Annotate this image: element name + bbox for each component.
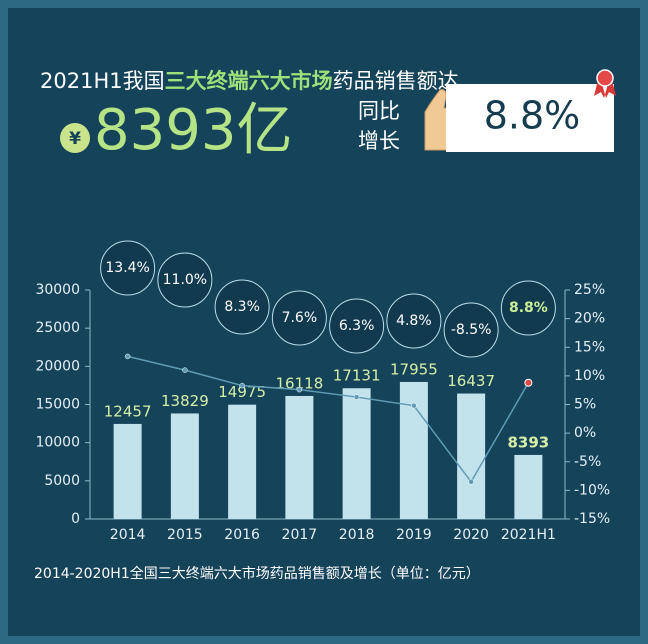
x-tick-label: 2018 [339,527,375,543]
bar-value-label: 17955 [390,360,438,378]
bar [342,388,371,519]
growth-label: 11.0% [163,272,207,288]
growth-point [239,382,245,389]
bar [113,423,142,519]
currency-icon [60,123,90,153]
y2-tick-label: 10% [574,368,605,384]
x-tick-label: 2015 [167,527,203,543]
bar-value-label: 13829 [161,392,209,410]
growth-label: 8.3% [224,299,260,315]
growth-label: 4.8% [396,313,432,329]
bar [514,454,543,519]
growth-bubble [157,252,213,308]
ribbon-badge [596,69,614,87]
bar-value-label: 14975 [218,383,266,401]
bar [228,404,257,519]
growth-point [353,394,360,400]
bar-value-label: 12457 [104,402,152,420]
amount: 8393亿 [94,98,293,163]
growth-bubble [100,240,156,296]
headline-part: 药品销售额达 [333,69,459,93]
yoy-label: 同比 [358,99,400,123]
y-tick-label: 0 [71,511,80,527]
x-tick-label: 2017 [282,527,318,543]
growth-bubble [500,280,556,336]
growth-point [524,378,533,387]
growth-bubble [386,293,442,349]
growth-bubble [329,298,385,354]
growth-bubble [271,290,327,346]
y-tick-label: 5000 [44,473,80,489]
x-tick-label: 2020 [453,527,489,543]
bar-value-label: 16437 [447,372,495,390]
growth-point [182,367,188,373]
bar [399,381,428,519]
growth-label: 7.6% [282,310,318,326]
headline-highlight: 三大终端六大市场 [165,69,333,93]
growth-bubble [443,302,499,358]
headline-part: 2021H1我国 [40,69,165,93]
x-tick-label: 2019 [396,527,432,543]
y2-tick-label: 5% [574,397,596,413]
y2-tick-label: 15% [574,339,605,355]
bar-value-label: 8393 [508,433,550,451]
yoy-label: 增长 [358,129,400,153]
y2-tick-label: -15% [574,511,610,527]
y2-tick-label: 20% [574,311,605,327]
y2-tick-label: -5% [574,454,601,470]
bar-value-label: 16118 [276,374,324,392]
currency-symbol: ¥ [69,129,81,149]
y-tick-label: 10000 [35,435,80,451]
x-tick-label: 2021H1 [501,527,556,543]
bar-value-label: 17131 [333,367,381,385]
growth-bubble [214,279,270,335]
x-tick-label: 2014 [110,527,146,543]
bar [170,413,199,519]
y-tick-label: 20000 [35,358,80,374]
growth-point [468,479,474,485]
growth-label: 13.4% [105,260,149,276]
caption: 2014-2020H1全国三大终端六大市场药品销售额及增长（单位：亿元） [34,565,480,582]
growth-point [411,402,417,409]
yoy-box [446,84,614,152]
growth-point [296,386,303,393]
growth-line [127,355,530,484]
y-tick-label: 25000 [35,320,80,336]
y2-tick-label: 25% [574,282,605,298]
growth-label: 8.8% [509,300,548,316]
y2-tick-label: -10% [574,482,610,498]
growth-point [124,353,131,360]
bar [457,393,486,519]
x-tick-label: 2016 [224,527,260,543]
headline: 2021H1我国三大终端六大市场药品销售额达 [40,69,459,93]
bar [285,395,314,519]
y-tick-label: 15000 [35,397,80,413]
growth-label: -8.5% [451,322,492,338]
yoy-value: 8.8% [484,94,581,138]
y-tick-label: 30000 [35,282,80,298]
growth-label: 6.3% [339,318,375,334]
y2-tick-label: 0% [574,425,596,441]
